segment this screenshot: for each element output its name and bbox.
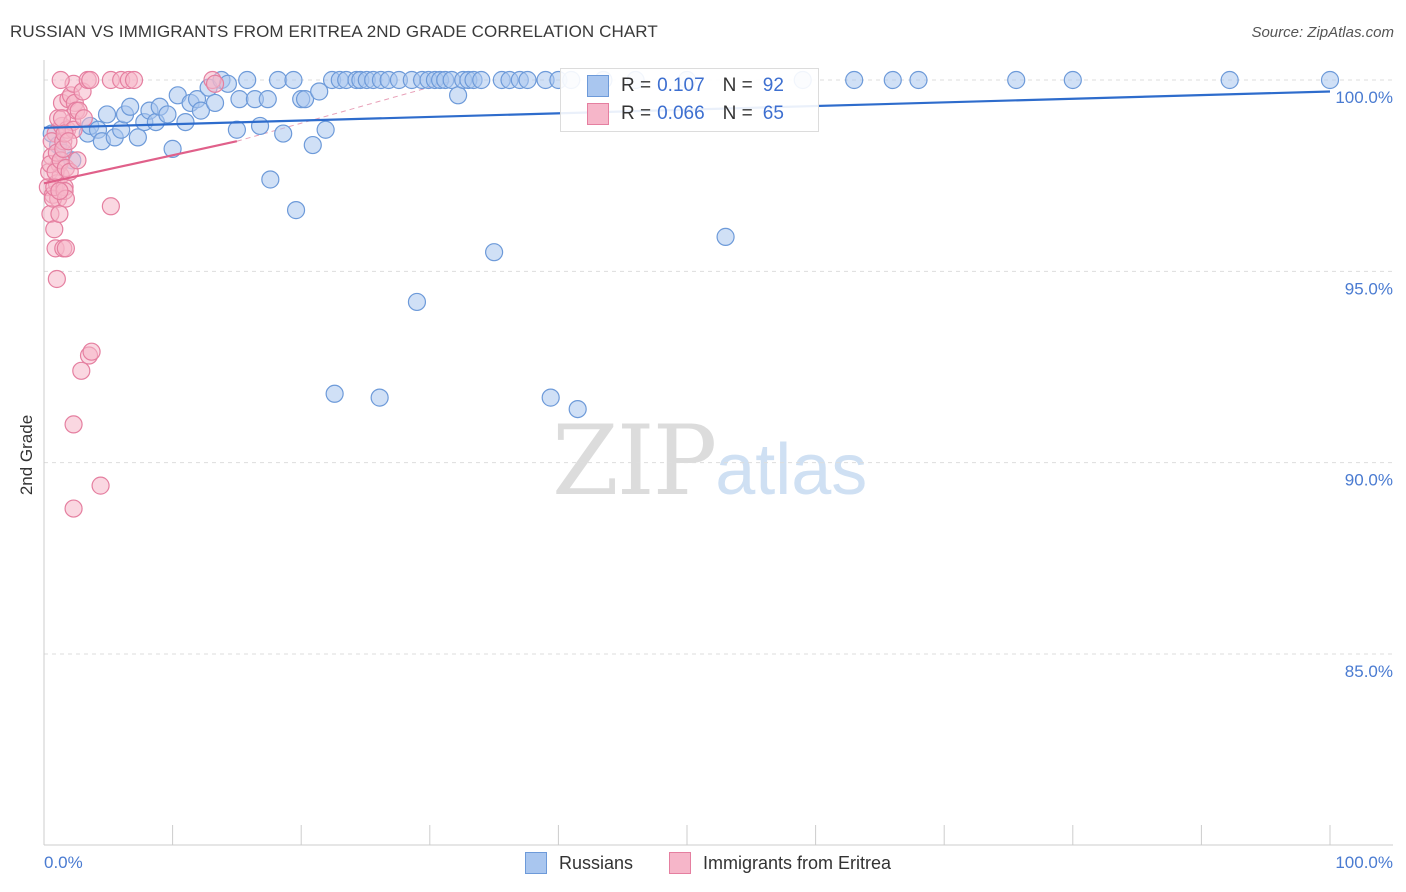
point-russians xyxy=(325,384,344,403)
series-legend-russians: Russians xyxy=(525,852,633,874)
series-legend-swatch-russians xyxy=(525,852,547,874)
watermark-zip: ZIP xyxy=(552,405,717,517)
point-eritrea xyxy=(82,342,101,361)
legend-row-eritrea: R = 0.066 N = 65 xyxy=(587,102,802,126)
point-eritrea xyxy=(50,181,69,201)
legend-n-label: N = xyxy=(722,75,753,96)
point-eritrea xyxy=(50,204,69,224)
point-russians xyxy=(238,70,257,90)
point-russians xyxy=(284,70,303,90)
series-legend-swatch-eritrea xyxy=(669,852,691,874)
legend-n-value: 92 xyxy=(762,75,784,96)
point-russians xyxy=(250,116,270,136)
chart-title: RUSSIAN VS IMMIGRANTS FROM ERITREA 2ND G… xyxy=(10,22,658,41)
watermark: ZIPatlas xyxy=(552,405,867,517)
point-eritrea xyxy=(47,269,66,289)
point-russians xyxy=(97,105,117,124)
point-russians xyxy=(261,170,280,189)
point-russians xyxy=(541,388,560,407)
point-russians xyxy=(268,70,288,90)
point-russians xyxy=(158,105,177,124)
point-eritrea xyxy=(59,132,78,151)
point-russians xyxy=(1063,70,1082,90)
y-tick-label: 95.0% xyxy=(1345,279,1393,298)
series-legend-label: Immigrants from Eritrea xyxy=(703,852,892,873)
point-russians xyxy=(205,93,225,113)
reference-line xyxy=(236,79,456,142)
point-russians xyxy=(286,201,306,220)
point-russians xyxy=(274,124,293,143)
point-russians xyxy=(716,227,735,246)
stats-legend: R = 0.107 N = 92 R = 0.066 N = 65 xyxy=(560,68,819,132)
point-russians xyxy=(568,399,587,419)
source-label: Source: ZipAtlas.com xyxy=(1251,24,1394,41)
point-russians xyxy=(112,120,131,139)
point-russians xyxy=(407,292,427,312)
trendline-eritrea xyxy=(43,140,238,185)
point-russians xyxy=(230,90,249,109)
point-russians xyxy=(1320,70,1340,90)
point-russians xyxy=(448,86,468,105)
legend-swatch-eritrea xyxy=(587,103,609,125)
series-legend: Russians Immigrants from Eritrea xyxy=(0,852,1406,878)
point-russians xyxy=(128,128,147,147)
legend-r-label: R = xyxy=(621,75,652,96)
legend-n-value: 65 xyxy=(762,103,784,124)
point-russians xyxy=(227,120,246,139)
point-russians xyxy=(1007,70,1026,90)
point-russians xyxy=(909,70,928,90)
point-eritrea xyxy=(74,109,93,128)
point-eritrea xyxy=(68,151,87,170)
watermark-atlas: atlas xyxy=(715,430,868,510)
point-eritrea xyxy=(64,499,83,518)
point-russians xyxy=(163,139,182,158)
series-legend-label: Russians xyxy=(559,852,634,873)
point-eritrea xyxy=(124,70,144,90)
legend-n-label: N = xyxy=(722,103,753,124)
point-russians xyxy=(883,70,902,90)
legend-row-russians: R = 0.107 N = 92 xyxy=(587,74,802,98)
legend-r-label: R = xyxy=(621,103,652,124)
legend-r-value: 0.107 xyxy=(657,75,705,96)
y-tick-label: 85.0% xyxy=(1345,662,1393,681)
point-russians xyxy=(258,90,277,109)
point-russians xyxy=(316,120,335,139)
point-russians xyxy=(303,135,322,155)
point-russians xyxy=(472,70,491,90)
series-legend-eritrea: Immigrants from Eritrea xyxy=(669,852,891,874)
point-eritrea xyxy=(81,70,100,90)
point-eritrea xyxy=(205,74,225,93)
point-russians xyxy=(485,243,504,262)
point-eritrea xyxy=(64,415,83,434)
point-eritrea xyxy=(72,361,91,380)
point-eritrea xyxy=(91,476,110,495)
x-tick-label-start: 0.0% xyxy=(44,853,83,872)
y-tick-label: 90.0% xyxy=(1345,471,1393,490)
point-russians xyxy=(176,112,195,132)
point-eritrea xyxy=(51,70,70,90)
point-eritrea xyxy=(45,220,64,239)
point-russians xyxy=(518,70,537,90)
x-tick-label-end: 100.0% xyxy=(1335,853,1393,872)
point-russians xyxy=(295,90,315,109)
legend-r-value: 0.066 xyxy=(657,103,705,124)
point-russians xyxy=(310,82,329,101)
point-russians xyxy=(121,97,140,116)
point-russians xyxy=(370,388,389,407)
point-eritrea xyxy=(101,197,120,216)
point-russians xyxy=(845,70,864,90)
point-russians xyxy=(191,101,210,120)
y-tick-label: 100.0% xyxy=(1335,88,1393,107)
legend-swatch-russians xyxy=(587,75,609,97)
point-eritrea xyxy=(56,239,75,258)
point-russians xyxy=(1220,70,1239,90)
